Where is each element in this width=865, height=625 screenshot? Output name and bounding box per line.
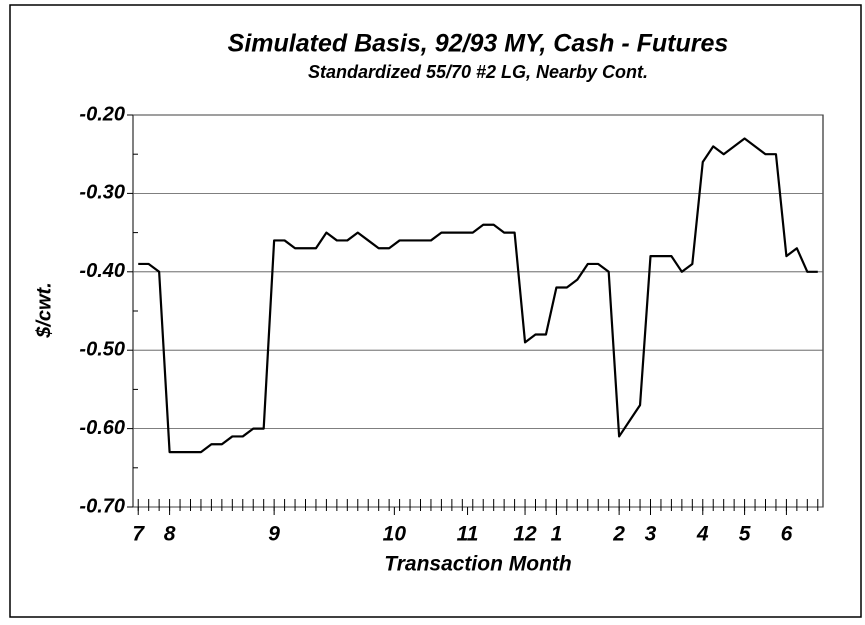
y-tick-label: -0.50 (79, 338, 125, 360)
y-axis-label: $/cwt. (33, 282, 55, 339)
x-tick-label: 8 (164, 523, 176, 546)
x-tick-label: 4 (696, 523, 709, 546)
x-axis-label: Transaction Month (384, 553, 571, 576)
x-tick-label: 11 (457, 523, 479, 546)
y-tick-label: -0.20 (79, 103, 125, 125)
y-tick-label: -0.70 (79, 495, 125, 517)
x-tick-label: 9 (268, 523, 280, 546)
x-tick-label: 1 (551, 523, 563, 546)
line-series (138, 137, 818, 454)
frame (9, 4, 862, 618)
x-tick-label: 12 (513, 523, 537, 546)
x-tick-label: 3 (645, 523, 657, 546)
chart-title: Simulated Basis, 92/93 MY, Cash - Future… (228, 30, 729, 58)
x-tick-label: 5 (739, 523, 751, 546)
y-tick-label: -0.40 (79, 260, 125, 282)
plot-area (132, 114, 824, 508)
y-tick-label: -0.60 (79, 417, 125, 439)
x-tick-label: 7 (132, 523, 145, 546)
x-tick-label: 2 (612, 523, 625, 546)
y-tick-label: -0.30 (79, 182, 125, 204)
chart-subtitle: Standardized 55/70 #2 LG, Nearby Cont. (308, 62, 648, 82)
x-tick-label: 10 (383, 523, 407, 546)
x-tick-label: 6 (781, 523, 793, 546)
